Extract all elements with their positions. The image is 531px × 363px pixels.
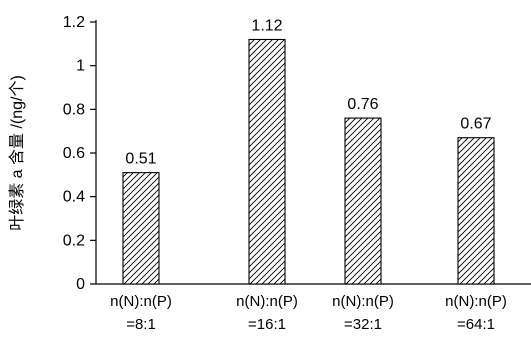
bar-value-label: 0.76 — [347, 96, 378, 113]
bar-value-label: 0.67 — [460, 116, 491, 133]
y-tick-label: 0.4 — [63, 189, 85, 206]
x-category-sublabel: =8:1 — [126, 316, 156, 333]
x-category-label: n(N):n(P) — [332, 293, 394, 310]
bar-value-label: 0.51 — [125, 151, 156, 168]
x-category-sublabel: =64:1 — [457, 316, 495, 333]
y-tick-label: 0.2 — [63, 232, 85, 249]
bar — [122, 172, 160, 285]
y-axis-title: 叶绿素 a 含量 /(ng/个) — [8, 75, 26, 231]
y-tick-label: 0 — [76, 276, 85, 293]
y-tick-label: 1.2 — [63, 14, 85, 31]
x-category-sublabel: =16:1 — [248, 316, 286, 333]
y-tick-label: 1 — [76, 58, 85, 75]
bar-value-label: 1.12 — [251, 17, 282, 34]
x-category-label: n(N):n(P) — [236, 293, 298, 310]
bar — [344, 117, 382, 285]
y-tick-label: 0.8 — [63, 101, 85, 118]
bar — [248, 38, 286, 285]
plot-area: 0 0.2 0.4 0.6 0.8 1 1.2 0.51 n(N):n(P) =8:1 1.12 n(… — [63, 14, 531, 333]
y-tick-label: 0.6 — [63, 145, 85, 162]
x-category-label: n(N):n(P) — [110, 293, 172, 310]
x-category-label: n(N):n(P) — [445, 293, 507, 310]
bar — [457, 137, 495, 285]
x-category-sublabel: =32:1 — [344, 316, 382, 333]
